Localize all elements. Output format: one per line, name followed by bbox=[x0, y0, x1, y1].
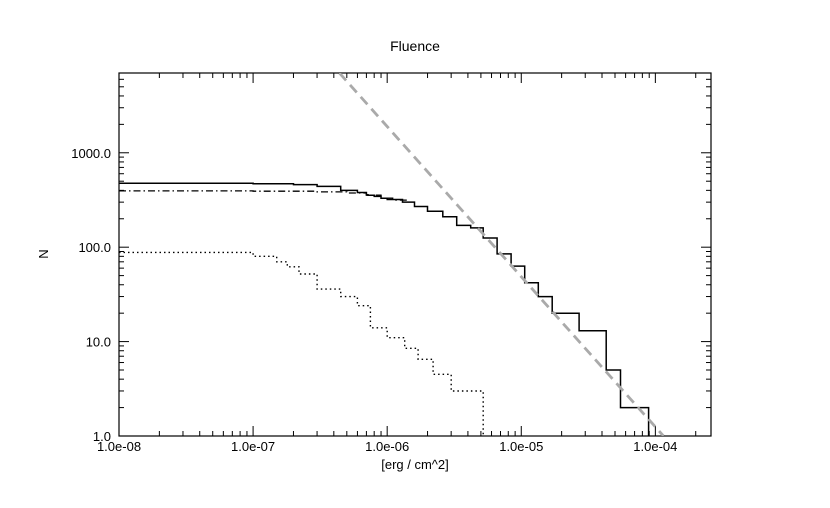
axis-ticks bbox=[118, 72, 711, 437]
x-tick-label: 1.0e-05 bbox=[499, 439, 543, 454]
x-axis-label: [erg / cm^2] bbox=[381, 457, 449, 472]
x-tick-labels: 1.0e-08 1.0e-07 1.0e-06 1.0e-05 1.0e-04 bbox=[97, 439, 677, 454]
x-tick-label: 1.0e-07 bbox=[231, 439, 275, 454]
x-tick-label: 1.0e-06 bbox=[365, 439, 409, 454]
chart-title: Fluence bbox=[390, 38, 440, 54]
series-long-bursts bbox=[119, 190, 408, 203]
y-tick-labels: 1.0 10.0 100.0 1000.0 bbox=[71, 146, 111, 444]
x-tick-label: 1.0e-04 bbox=[633, 439, 677, 454]
y-axis-label: N bbox=[36, 249, 51, 258]
y-tick-label: 1.0 bbox=[93, 429, 111, 444]
x-tick-label: 1.0e-08 bbox=[97, 439, 141, 454]
plot-frame bbox=[118, 72, 712, 437]
series-all-bursts bbox=[119, 182, 650, 436]
y-tick-label: 1000.0 bbox=[71, 146, 111, 161]
series-short-bursts bbox=[119, 251, 484, 436]
y-tick-label: 10.0 bbox=[86, 335, 111, 350]
y-tick-label: 100.0 bbox=[78, 240, 111, 255]
series-power-law-fit bbox=[338, 73, 665, 436]
series-layer bbox=[119, 73, 665, 436]
